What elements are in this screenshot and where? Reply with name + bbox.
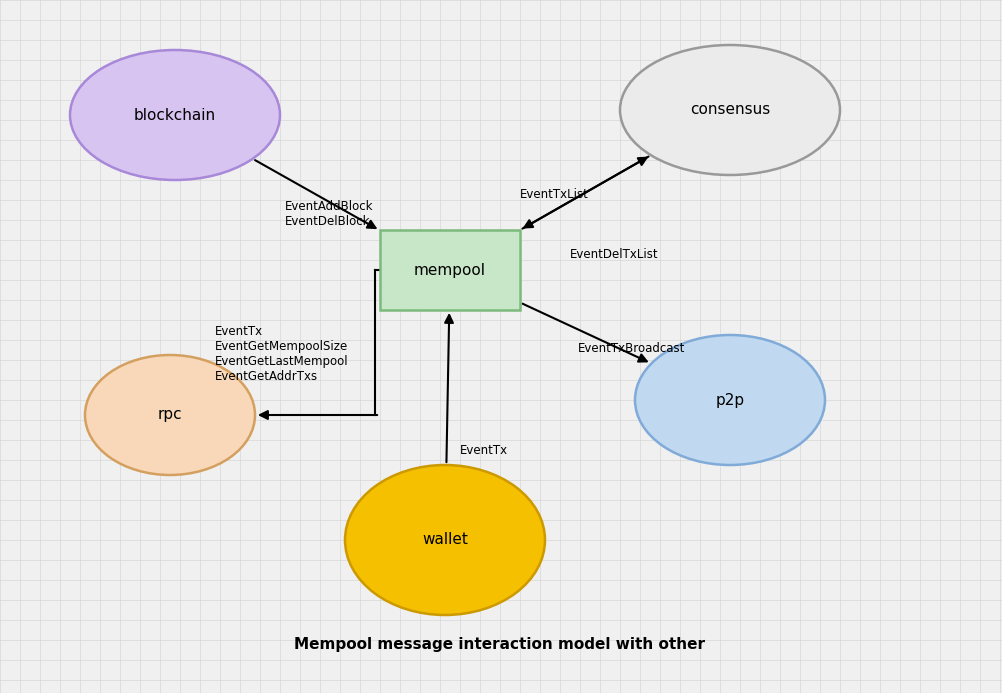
Text: p2p: p2p — [714, 392, 743, 407]
Text: EventTx: EventTx — [460, 444, 508, 457]
Text: EventTxBroadcast: EventTxBroadcast — [577, 342, 684, 355]
Text: mempool: mempool — [414, 263, 486, 277]
Text: EventDelTxList: EventDelTxList — [569, 249, 658, 261]
Ellipse shape — [345, 465, 544, 615]
Text: blockchain: blockchain — [134, 107, 215, 123]
Text: rpc: rpc — [157, 407, 182, 423]
Text: EventTxList: EventTxList — [519, 188, 588, 202]
Ellipse shape — [619, 45, 839, 175]
Ellipse shape — [634, 335, 825, 465]
FancyBboxPatch shape — [380, 230, 519, 310]
Text: consensus: consensus — [689, 103, 770, 118]
Ellipse shape — [70, 50, 280, 180]
Ellipse shape — [85, 355, 255, 475]
Text: EventAddBlock
EventDelBlock: EventAddBlock EventDelBlock — [285, 200, 373, 228]
Text: wallet: wallet — [422, 532, 468, 547]
Text: Mempool message interaction model with other: Mempool message interaction model with o… — [295, 638, 704, 653]
Text: EventTx
EventGetMempoolSize
EventGetLastMempool
EventGetAddrTxs: EventTx EventGetMempoolSize EventGetLast… — [214, 325, 349, 383]
